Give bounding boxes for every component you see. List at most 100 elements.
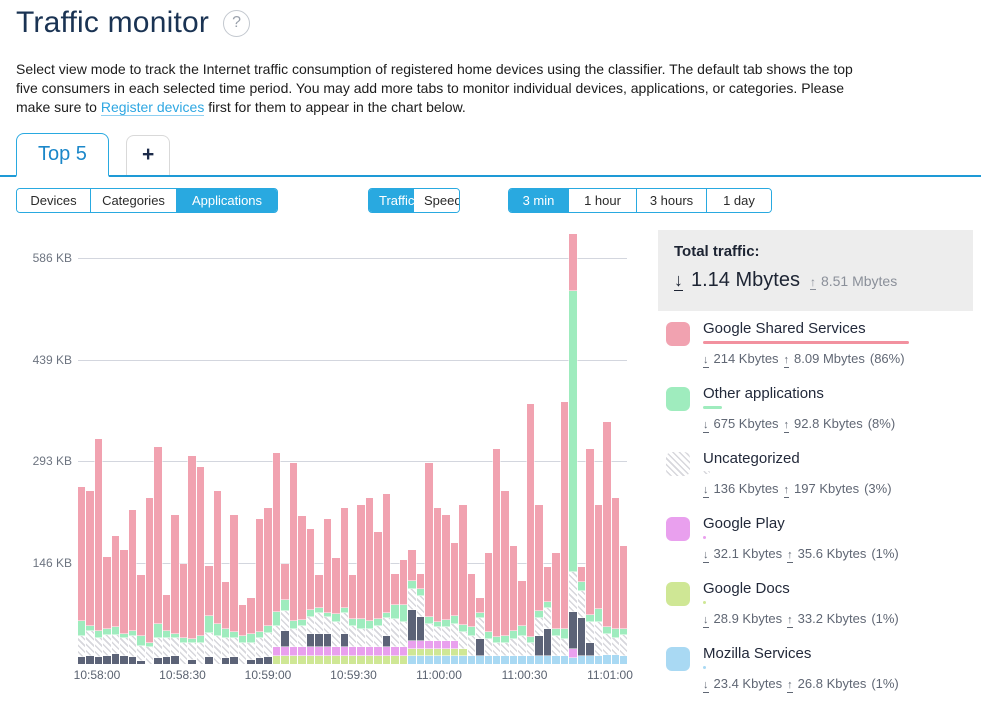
traffic-bar[interactable]	[349, 230, 357, 664]
legend-item-other-applications[interactable]: Other applications ↓ 675 Kbytes ↑ 92.8 Kbyt…	[658, 385, 981, 433]
traffic-bar[interactable]	[171, 230, 179, 664]
traffic-bar[interactable]	[103, 230, 111, 664]
traffic-bar[interactable]	[306, 230, 315, 664]
traffic-bar[interactable]	[476, 230, 484, 664]
traffic-bar[interactable]	[535, 230, 543, 664]
traffic-bar[interactable]	[459, 230, 467, 664]
traffic-bar[interactable]	[188, 230, 196, 664]
traffic-bar[interactable]	[205, 230, 213, 664]
legend-item-google-shared-services[interactable]: Google Shared Services ↓ 214 Kbytes ↑ 8.09 …	[658, 320, 981, 368]
traffic-bar[interactable]	[323, 230, 332, 664]
traffic-bar[interactable]	[586, 230, 594, 664]
bar-segment-google_shared_services	[340, 508, 348, 608]
legend-item-google-play[interactable]: Google Play ↓ 32.1 Kbytes ↑ 35.6 Kbytes (1%)	[658, 515, 981, 563]
traffic-bar[interactable]	[289, 230, 298, 664]
traffic-bar[interactable]	[128, 230, 137, 664]
traffic-bar[interactable]	[111, 230, 120, 664]
traffic-bar[interactable]	[442, 230, 450, 664]
traffic-bar[interactable]	[179, 230, 188, 664]
view-mode-devices[interactable]: Devices	[17, 189, 91, 212]
traffic-bar[interactable]	[391, 230, 399, 664]
traffic-bar[interactable]	[120, 230, 128, 664]
legend-name: Mozilla Services	[703, 645, 812, 662]
traffic-bar[interactable]	[594, 230, 603, 664]
period-3min[interactable]: 3 min	[509, 189, 569, 212]
traffic-bar[interactable]	[492, 230, 501, 664]
traffic-bar[interactable]	[281, 230, 289, 664]
traffic-bar[interactable]	[560, 230, 569, 664]
view-mode-applications[interactable]: Applications	[177, 189, 277, 212]
traffic-bar[interactable]	[162, 230, 171, 664]
traffic-bar[interactable]	[332, 230, 340, 664]
bar-segment-unlabeled_dark_segment	[340, 634, 348, 647]
traffic-bar[interactable]	[298, 230, 306, 664]
bar-segment-uncategorized	[382, 618, 391, 636]
help-icon[interactable]: ?	[223, 9, 251, 37]
traffic-bar[interactable]	[255, 230, 264, 664]
traffic-chart[interactable]	[78, 230, 628, 664]
traffic-bar[interactable]	[408, 230, 416, 664]
bar-segment-google_shared_services	[128, 510, 137, 631]
period-1day[interactable]: 1 day	[707, 189, 771, 212]
metric-speed[interactable]: Speed	[414, 189, 459, 212]
bar-segment-unlabeled_dark_segment	[306, 634, 315, 647]
traffic-bar[interactable]	[501, 230, 509, 664]
traffic-bar[interactable]	[315, 230, 323, 664]
traffic-bar[interactable]	[221, 230, 230, 664]
traffic-bar[interactable]	[94, 230, 103, 664]
tab-top5[interactable]: Top 5	[16, 133, 109, 177]
bar-segment-other_applications	[281, 600, 289, 611]
traffic-bar[interactable]	[399, 230, 408, 664]
traffic-bar[interactable]	[416, 230, 425, 664]
period-3hours[interactable]: 3 hours	[637, 189, 707, 212]
bar-segment-other_applications	[213, 623, 221, 637]
traffic-bar[interactable]	[230, 230, 238, 664]
traffic-bar[interactable]	[145, 230, 154, 664]
traffic-bar[interactable]	[577, 230, 586, 664]
traffic-bar[interactable]	[569, 230, 577, 664]
traffic-bar[interactable]	[611, 230, 619, 664]
traffic-bar[interactable]	[526, 230, 535, 664]
bar-segment-uncategorized	[306, 616, 315, 635]
bar-segment-uncategorized	[467, 635, 476, 657]
traffic-bar[interactable]	[365, 230, 374, 664]
legend-item-uncategorized[interactable]: Uncategorized ↓ 136 Kbytes ↑ 197 Kbytes (3%)	[658, 450, 981, 498]
view-mode-categories[interactable]: Categories	[91, 189, 177, 212]
bar-segment-google_play	[408, 641, 416, 650]
traffic-bar[interactable]	[340, 230, 348, 664]
traffic-bar[interactable]	[467, 230, 476, 664]
traffic-bar[interactable]	[247, 230, 255, 664]
traffic-bar[interactable]	[213, 230, 221, 664]
traffic-bar[interactable]	[382, 230, 391, 664]
traffic-bar[interactable]	[78, 230, 86, 664]
traffic-bar[interactable]	[425, 230, 433, 664]
traffic-bar[interactable]	[137, 230, 145, 664]
traffic-bar[interactable]	[357, 230, 365, 664]
traffic-bar[interactable]	[484, 230, 492, 664]
traffic-bar[interactable]	[272, 230, 281, 664]
legend-swatch	[666, 582, 690, 606]
traffic-bar[interactable]	[509, 230, 518, 664]
traffic-bar[interactable]	[543, 230, 552, 664]
add-tab-button[interactable]: +	[125, 135, 171, 175]
traffic-bar[interactable]	[196, 230, 205, 664]
legend-item-mozilla-services[interactable]: Mozilla Services ↓ 23.4 Kbytes ↑ 26.8 Kbyte…	[658, 645, 981, 693]
traffic-bar[interactable]	[238, 230, 247, 664]
legend-item-google-docs[interactable]: Google Docs ↓ 28.9 Kbytes ↑ 33.2 Kbytes (1%)	[658, 580, 981, 628]
bar-segment-unlabeled_dark_segment	[535, 635, 543, 657]
bar-segment-google_shared_services	[323, 518, 332, 613]
traffic-bar[interactable]	[433, 230, 442, 664]
traffic-bar[interactable]	[374, 230, 382, 664]
traffic-bar[interactable]	[518, 230, 526, 664]
period-1hour[interactable]: 1 hour	[569, 189, 637, 212]
traffic-bar[interactable]	[264, 230, 272, 664]
traffic-bar[interactable]	[620, 230, 628, 664]
traffic-bar[interactable]	[552, 230, 560, 664]
register-devices-link[interactable]: Register devices	[100, 99, 205, 116]
metric-traffic[interactable]: Traffic	[369, 189, 414, 212]
traffic-bar[interactable]	[450, 230, 459, 664]
traffic-bar[interactable]	[603, 230, 611, 664]
traffic-bar[interactable]	[154, 230, 162, 664]
traffic-bar[interactable]	[86, 230, 94, 664]
period-group: 3 min 1 hour 3 hours 1 day	[508, 188, 772, 213]
